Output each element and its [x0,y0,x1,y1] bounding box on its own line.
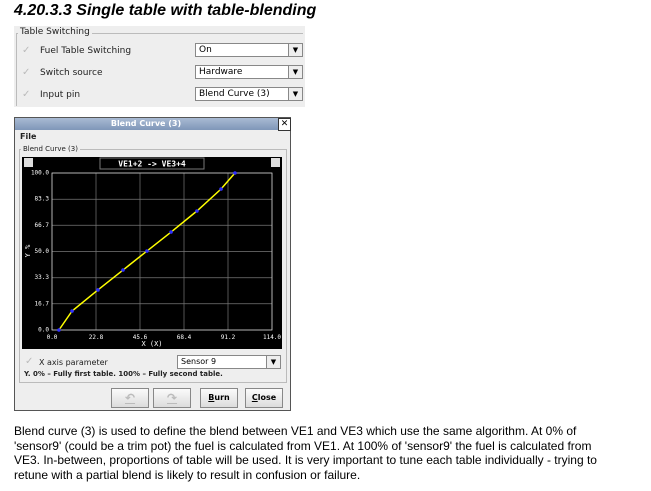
panel-title: Table Switching [18,27,92,37]
chart-title: VE1+2 -> VE3+4 [118,160,186,169]
curve-point [219,187,223,191]
y-axis-label: Y % [24,244,32,257]
section-title: 4.20.3.3 Single table with table-blendin… [14,2,317,19]
y-tick-label: 50.0 [35,248,50,255]
menu-file[interactable]: File [20,132,37,141]
curve-point [169,230,173,234]
y-tick-label: 33.3 [35,274,50,281]
x-tick-label: 0.0 [47,334,58,341]
x-tick-label: 68.4 [177,334,192,341]
y-tick-label: 16.7 [35,300,50,307]
chart-background [22,157,282,349]
curve-point [121,268,125,272]
y-tick-label: 0.0 [38,327,49,334]
dropdown[interactable]: Hardware [195,65,303,79]
burn-button[interactable]: Burn [200,388,238,408]
blend-chart: VE1+2 -> VE3+4 X (X) Y % 0.0 16.7 33.3 50.0… [22,157,282,349]
undo-button[interactable]: ↶ [111,388,149,408]
title-box [99,157,205,170]
dropdown[interactable]: Sensor 9 [177,355,281,369]
x-tick-label: 45.6 [133,334,148,341]
group-title: Blend Curve (3) [21,145,80,153]
row-label: Fuel Table Switching [40,46,132,56]
x-tick-label: 91.2 [221,334,236,341]
table-switching-panel: Table Switching ✓ Fuel Table Switching O… [14,26,305,107]
curve-point [195,209,199,213]
corner-button[interactable] [24,158,33,167]
curve-point [70,309,74,313]
row-label: Switch source [40,68,103,78]
y-tick-label: 100.0 [31,170,49,177]
corner-button[interactable] [271,158,280,167]
check-icon: ✓ [22,45,31,56]
y-tick-label: 83.3 [35,196,50,203]
y-tick-label: 66.7 [35,222,50,229]
row-label: Input pin [40,90,81,100]
x-tick-label: 114.0 [263,334,281,341]
x-param-label: X axis parameter [39,358,108,367]
close-icon[interactable]: ✕ [278,118,291,131]
check-icon: ✓ [25,356,34,367]
curve-point [145,249,149,253]
x-axis-label: X (X) [141,340,162,348]
window-title: Blend Curve (3) [110,119,182,128]
note: Y. 0% – Fully first table. 100% – Fully … [24,370,223,378]
plot-border [51,172,273,331]
dropdown[interactable]: Blend Curve (3) [195,87,303,101]
redo-button[interactable]: ↷ [153,388,191,408]
curve-point [233,171,237,175]
x-tick-label: 22.8 [89,334,104,341]
curve-point [57,328,61,332]
group-box [19,149,287,383]
title-bar [15,118,290,130]
curve-point [96,288,100,292]
check-icon: ✓ [22,89,31,100]
check-icon: ✓ [22,67,31,78]
description: Blend curve (3) is used to define the bl… [14,424,597,482]
dropdown[interactable]: On [195,43,303,57]
panel-border [16,33,303,106]
close-button[interactable]: Close [245,388,283,408]
